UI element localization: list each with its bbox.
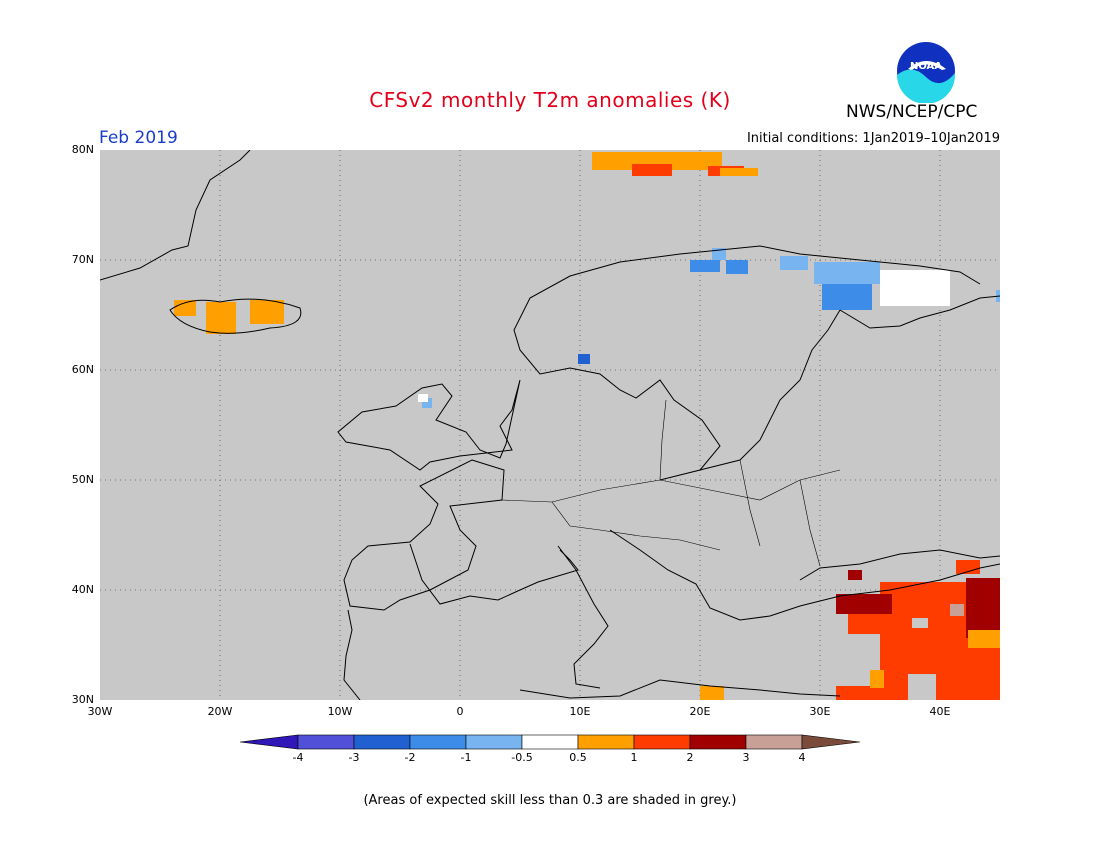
skill-note: (Areas of expected skill less than 0.3 a… <box>363 793 737 808</box>
lon-label-30w: 30W <box>87 705 113 718</box>
colorbar-label: 3 <box>742 751 750 764</box>
colorbar-box <box>633 734 691 750</box>
lon-label-40e: 40E <box>929 705 951 718</box>
colorbar-box <box>297 734 355 750</box>
lat-label-30n: 30N <box>71 693 94 706</box>
anomaly-scotland <box>422 398 432 408</box>
coastlines <box>100 150 1000 700</box>
logo-text: NOAA <box>910 61 942 72</box>
lat-label-40n: 40N <box>71 583 94 596</box>
anomaly-turkey-middle-east <box>836 560 1000 700</box>
lon-label-20e: 20E <box>689 705 711 718</box>
colorbar-label: -4 <box>292 751 304 764</box>
colorbar-arrow-left <box>240 734 299 750</box>
lon-label-10e: 10E <box>569 705 591 718</box>
lon-label-10w: 10W <box>327 705 353 718</box>
colorbar-box <box>521 734 579 750</box>
noaa-logo: NOAA <box>895 40 957 103</box>
lon-label-20w: 20W <box>207 705 233 718</box>
colorbar-label: -3 <box>348 751 360 764</box>
anomaly-libya <box>700 686 724 700</box>
colorbar-boxes <box>240 734 860 750</box>
lon-label-0: 0 <box>456 705 464 718</box>
colorbar-box <box>353 734 411 750</box>
anomaly-svalbard <box>592 152 758 176</box>
lat-label-60n: 60N <box>71 363 94 376</box>
colorbar-label: -1 <box>460 751 472 764</box>
borders <box>501 399 841 567</box>
colorbar <box>240 734 860 750</box>
map-gridlines <box>100 150 1000 700</box>
colorbar-label: -0.5 <box>511 751 533 764</box>
colorbar-box <box>409 734 467 750</box>
lon-label-30e: 30E <box>809 705 831 718</box>
anomaly-iceland <box>174 300 284 334</box>
anomaly-map <box>100 150 1000 700</box>
forecast-month: Feb 2019 <box>99 128 178 148</box>
lat-label-50n: 50N <box>71 473 94 486</box>
colorbar-label: 2 <box>686 751 694 764</box>
colorbar-label: 4 <box>798 751 806 764</box>
lat-label-80n: 80N <box>71 143 94 156</box>
initial-conditions: Initial conditions: 1Jan2019–10Jan2019 <box>746 131 1000 146</box>
colorbar-box <box>465 734 523 750</box>
map-title: CFSv2 monthly T2m anomalies (K) <box>369 88 731 112</box>
colorbar-arrow-right <box>801 734 860 750</box>
agency-label: NWS/NCEP/CPC <box>846 102 978 122</box>
anomaly-south-norway <box>578 354 590 364</box>
colorbar-box <box>745 734 803 750</box>
colorbar-box <box>577 734 635 750</box>
anomaly-scotland-white <box>418 394 428 402</box>
colorbar-label: 1 <box>630 751 638 764</box>
colorbar-label: -2 <box>404 751 416 764</box>
colorbar-box <box>689 734 747 750</box>
colorbar-label: 0.5 <box>569 751 587 764</box>
lat-label-70n: 70N <box>71 253 94 266</box>
